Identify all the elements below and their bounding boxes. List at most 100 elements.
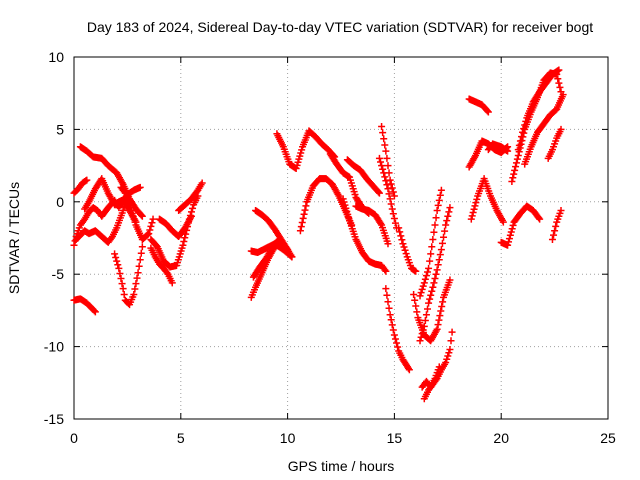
data-point bbox=[380, 135, 388, 143]
data-point bbox=[422, 311, 430, 319]
data-point bbox=[389, 326, 397, 334]
data-point bbox=[383, 154, 391, 162]
data-point bbox=[384, 185, 392, 193]
data-point bbox=[442, 221, 450, 229]
data-point bbox=[484, 108, 492, 116]
data-point bbox=[299, 214, 307, 222]
data-point bbox=[555, 66, 563, 74]
data-point bbox=[426, 257, 434, 265]
data-point bbox=[131, 285, 139, 293]
data-point bbox=[441, 227, 449, 235]
data-point bbox=[292, 164, 300, 172]
series-arc-07 bbox=[111, 243, 146, 309]
data-point bbox=[438, 302, 446, 310]
data-point bbox=[114, 261, 122, 269]
series-arc-08 bbox=[117, 183, 157, 243]
x-axis-title: GPS time / hours bbox=[288, 458, 395, 474]
data-point bbox=[427, 291, 435, 299]
data-point bbox=[375, 188, 383, 196]
data-point bbox=[301, 206, 309, 214]
series-arc-37 bbox=[508, 69, 565, 186]
data-point bbox=[473, 195, 481, 203]
data-point bbox=[435, 363, 443, 371]
data-point bbox=[298, 218, 306, 226]
series-arc-06 bbox=[70, 295, 99, 316]
data-point bbox=[509, 221, 517, 229]
data-point bbox=[522, 117, 530, 125]
data-point bbox=[442, 359, 450, 367]
data-point bbox=[422, 272, 430, 280]
data-point bbox=[472, 199, 480, 207]
y-tick-label: -15 bbox=[44, 411, 64, 427]
data-point bbox=[405, 366, 413, 374]
data-point bbox=[117, 275, 125, 283]
data-point bbox=[429, 235, 437, 243]
data-point bbox=[431, 221, 439, 229]
data-point bbox=[504, 147, 512, 155]
data-point bbox=[83, 176, 91, 184]
data-point bbox=[198, 179, 206, 187]
data-point bbox=[424, 268, 432, 276]
data-point bbox=[134, 269, 142, 277]
data-point bbox=[418, 330, 426, 338]
data-point bbox=[468, 212, 476, 220]
data-point bbox=[399, 240, 407, 248]
data-point bbox=[437, 246, 445, 254]
data-point bbox=[445, 208, 453, 216]
data-point bbox=[119, 285, 127, 293]
data-point bbox=[181, 234, 189, 242]
series-arc-39 bbox=[521, 91, 567, 168]
data-point bbox=[379, 129, 387, 137]
data-point bbox=[512, 163, 520, 171]
data-point bbox=[555, 79, 563, 87]
data-point bbox=[433, 266, 441, 274]
data-point bbox=[435, 256, 443, 264]
grid-lines bbox=[74, 57, 608, 419]
data-point bbox=[146, 226, 154, 234]
data-point bbox=[389, 188, 397, 196]
data-point bbox=[411, 296, 419, 304]
data-point bbox=[430, 228, 438, 236]
data-point bbox=[383, 291, 391, 299]
series-arc-12 bbox=[175, 179, 206, 214]
data-point bbox=[421, 317, 429, 325]
data-point bbox=[294, 158, 302, 166]
chart-title: Day 183 of 2024, Sidereal Day-to-day VTE… bbox=[87, 19, 593, 35]
series-arc-40 bbox=[544, 125, 565, 162]
series-arc-35 bbox=[484, 140, 512, 155]
series-arc-26 bbox=[395, 224, 420, 275]
data-point bbox=[419, 326, 427, 334]
data-point bbox=[111, 250, 119, 258]
data-point bbox=[434, 261, 442, 269]
data-point bbox=[300, 210, 308, 218]
data-point bbox=[296, 227, 304, 235]
data-point bbox=[402, 250, 410, 258]
data-points bbox=[70, 66, 567, 403]
data-point bbox=[418, 285, 426, 293]
data-point bbox=[410, 290, 418, 298]
data-point bbox=[145, 230, 153, 238]
y-tick-label: 10 bbox=[48, 49, 64, 65]
data-point bbox=[437, 186, 445, 194]
y-tick-label: 5 bbox=[56, 121, 64, 137]
data-point bbox=[163, 269, 171, 277]
series-arc-33 bbox=[465, 95, 492, 116]
x-tick-label: 5 bbox=[177, 430, 185, 446]
data-point bbox=[396, 228, 404, 236]
data-point bbox=[380, 169, 388, 177]
data-point bbox=[384, 298, 392, 306]
data-point bbox=[499, 218, 507, 226]
data-point bbox=[344, 210, 352, 218]
data-point bbox=[275, 235, 283, 243]
data-point bbox=[557, 206, 565, 214]
series-arc-34 bbox=[467, 175, 507, 226]
data-point bbox=[90, 307, 98, 315]
data-point bbox=[149, 215, 157, 223]
data-point bbox=[517, 133, 525, 141]
series-arc-11 bbox=[155, 212, 195, 241]
data-point bbox=[550, 231, 558, 239]
data-point bbox=[425, 299, 433, 307]
data-point bbox=[483, 107, 491, 115]
data-point bbox=[548, 235, 556, 243]
data-point bbox=[413, 308, 421, 316]
